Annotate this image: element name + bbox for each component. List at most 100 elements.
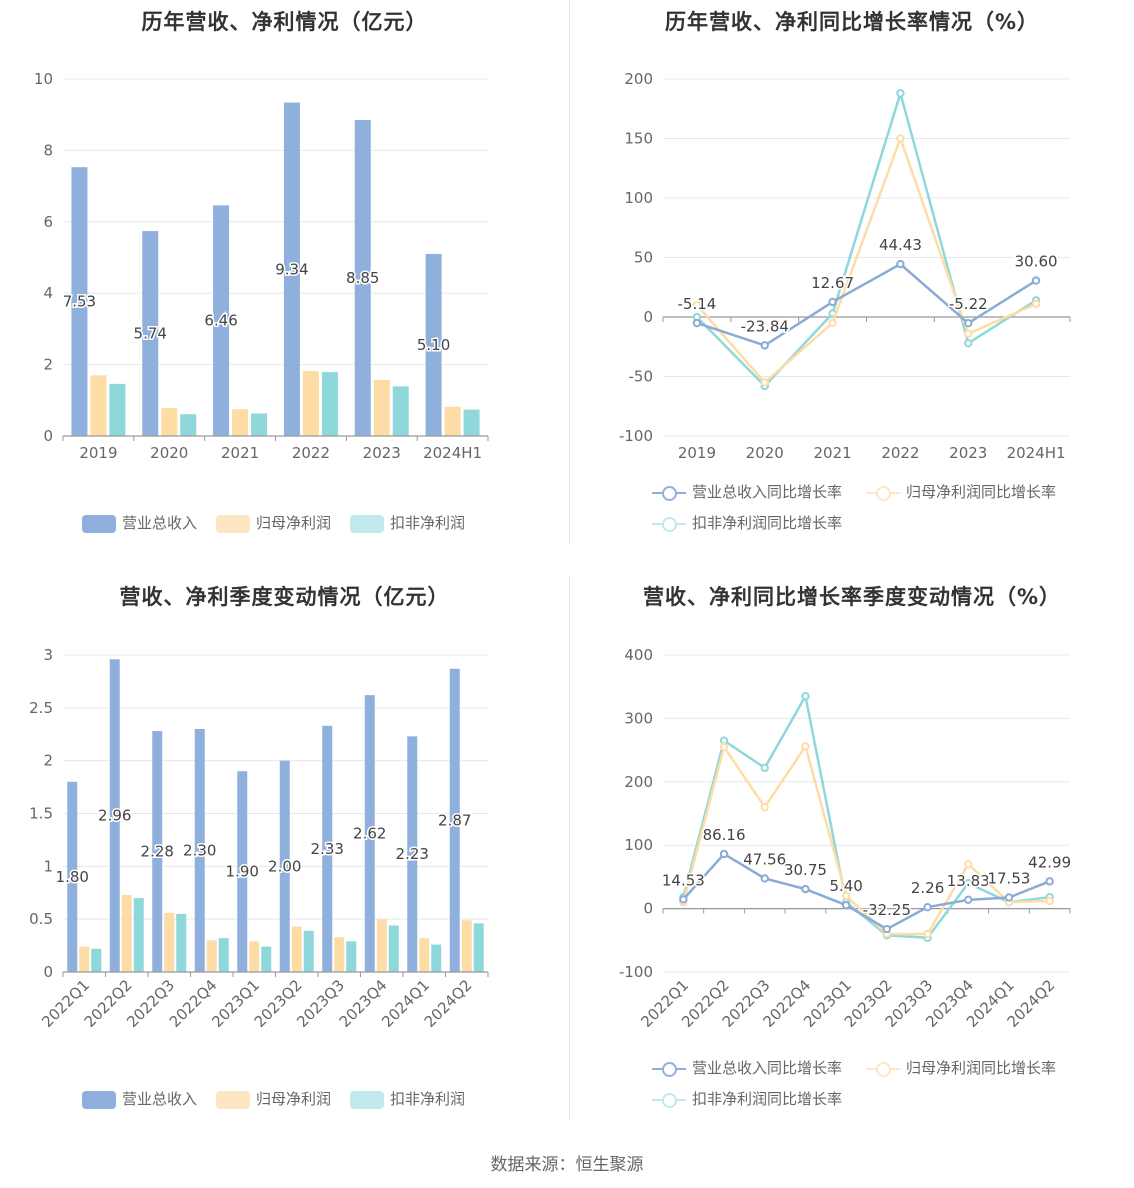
data-point [964, 895, 973, 905]
chart-title: 营收、净利季度变动情况（亿元） [119, 585, 450, 609]
legend-item-deducted-growth[interactable]: 扣非净利润同比增长率 [652, 512, 842, 533]
data-label: 5.74 [134, 325, 167, 343]
data-point [1045, 877, 1054, 886]
y-tick-label: -100 [619, 963, 653, 981]
y-tick-label: 2.5 [29, 699, 53, 717]
series-line [682, 692, 1050, 940]
bar [232, 409, 249, 436]
legend-label: 扣非净利润 [390, 514, 466, 532]
bar [334, 937, 345, 972]
bar [303, 930, 314, 972]
legend-label: 营业总收入 [122, 1090, 198, 1108]
y-tick-label: 2 [43, 752, 53, 770]
y-tick-label: 2 [43, 356, 53, 374]
bar [392, 386, 409, 436]
y-tick-label: 6 [43, 213, 53, 231]
legend-item-revenue[interactable]: 营业总收入 [82, 1088, 197, 1109]
y-tick-label: 400 [624, 646, 653, 664]
data-point [760, 341, 769, 350]
y-tick-label: -100 [619, 427, 653, 445]
annual-line-chart: -100 -50 0 50 100 150 200 2019 2020 2021 2022 2023 2… [619, 70, 1071, 462]
legend-label: 归母净利润同比增长率 [906, 1059, 1057, 1077]
x-tick-label: 2024H1 [1007, 444, 1066, 462]
y-tick-label: 0 [43, 427, 53, 445]
y-tick-label: 100 [624, 189, 653, 207]
x-tick-label: 2020 [150, 444, 188, 462]
data-point [1031, 276, 1041, 285]
data-label: 5.40 [829, 877, 862, 895]
legend-item-net-profit[interactable]: 归母净利润 [216, 1088, 331, 1109]
data-point [896, 89, 905, 98]
bar [322, 725, 333, 972]
series-line [682, 743, 1050, 936]
bar [302, 371, 319, 436]
bar [444, 406, 461, 436]
bar [218, 938, 229, 972]
legend-swatch [216, 514, 250, 533]
data-point [801, 692, 810, 701]
data-label: 12.67 [811, 274, 854, 292]
legend-item-deducted[interactable]: 扣非净利润 [350, 512, 465, 533]
legend-swatch [216, 1090, 250, 1109]
data-point [896, 134, 905, 143]
data-label: -5.22 [949, 295, 988, 313]
data-label: 13.83 [947, 872, 990, 890]
data-point [692, 300, 702, 310]
legend-item-revenue-growth[interactable]: 营业总收入同比增长率 [652, 1057, 842, 1078]
bar [90, 375, 107, 436]
data-label: 6.46 [204, 312, 237, 330]
data-label: 17.53 [987, 869, 1030, 887]
bar [291, 926, 302, 972]
data-point [964, 879, 973, 888]
legend-item-net-profit-growth[interactable]: 归母净利润同比增长率 [866, 481, 1056, 502]
data-label: 2.23 [396, 845, 429, 863]
legend-line-icon [652, 1060, 686, 1078]
y-tick-label: 8 [43, 141, 53, 159]
legend-swatch [82, 514, 116, 533]
legend-item-revenue[interactable]: 营业总收入 [82, 512, 197, 533]
legend-swatch [350, 514, 384, 533]
x-tick-label: 2019 [678, 444, 716, 462]
y-tick-label: 0.5 [29, 910, 53, 928]
bar [463, 409, 480, 436]
bar [431, 944, 442, 972]
bar [121, 894, 132, 972]
legend-item-net-profit-growth[interactable]: 归母净利润同比增长率 [866, 1057, 1056, 1078]
data-point [719, 849, 729, 859]
legend-label: 营业总收入同比增长率 [692, 1059, 843, 1077]
data-source: 数据来源：恒生聚源 [490, 1155, 644, 1175]
y-tick-label: 150 [624, 130, 653, 148]
data-point [1004, 893, 1014, 902]
bar [79, 946, 90, 972]
y-tick-label: 0 [643, 308, 653, 326]
legend-label: 扣非净利润同比增长率 [692, 514, 843, 532]
legend-item-revenue-growth[interactable]: 营业总收入同比增长率 [652, 481, 842, 502]
series-line [696, 88, 1037, 388]
data-label: -32.25 [863, 901, 911, 919]
data-label: -23.84 [741, 317, 789, 335]
y-tick-label: 200 [624, 773, 653, 791]
data-point [964, 329, 973, 338]
annual-bar-chart: 0 2 4 6 8 10 2019 2020 2021 2022 2023 2024H1 7.53 5.7… [34, 70, 489, 462]
data-label: 2.87 [438, 811, 471, 829]
legend-item-deducted-growth[interactable]: 扣非净利润同比增长率 [652, 1088, 842, 1109]
x-tick-label: 2020 [746, 444, 784, 462]
bar [321, 372, 338, 436]
data-point [828, 297, 837, 307]
data-point [828, 318, 837, 328]
bar [109, 383, 126, 436]
legend-item-net-profit[interactable]: 归母净利润 [216, 512, 331, 533]
legend-label: 营业总收入 [122, 514, 198, 532]
data-point [760, 763, 769, 773]
y-tick-label: -50 [629, 368, 654, 386]
bar [364, 695, 375, 972]
legend-item-deducted[interactable]: 扣非净利润 [350, 1088, 465, 1109]
bar [461, 920, 472, 972]
bar [261, 946, 272, 972]
data-point [760, 874, 769, 883]
legend-swatch [82, 1090, 116, 1109]
data-label: 47.56 [743, 850, 786, 868]
data-label: 14.53 [662, 871, 705, 889]
data-label: 44.43 [879, 236, 922, 254]
bar [449, 668, 460, 972]
